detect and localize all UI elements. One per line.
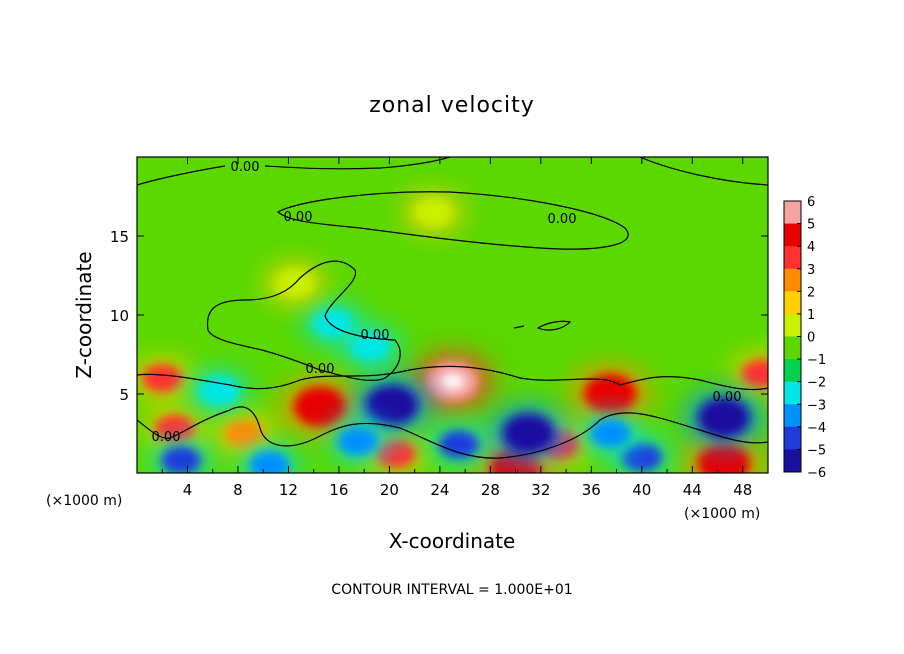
y-tick-label: 10 [110, 307, 129, 325]
contour-line-upper [276, 191, 629, 250]
x-unit-right: (×1000 m) [684, 506, 760, 522]
colorbar-label: −5 [807, 443, 826, 458]
y-tick-label: 15 [110, 228, 129, 246]
contour-label: 0.00 [231, 160, 260, 175]
blob-core [249, 451, 290, 473]
colorbar-segment [784, 426, 801, 450]
colorbar-label: −4 [807, 421, 826, 436]
contour-lines [137, 157, 768, 459]
x-tick-label: 48 [733, 481, 752, 499]
colorbar-segment [784, 246, 801, 270]
colorbar-segment [784, 359, 801, 383]
x-tick-label: 24 [430, 481, 449, 499]
contour-interval-footer: CONTOUR INTERVAL = 1.000E+01 [331, 582, 572, 598]
x-tick-label: 32 [531, 481, 550, 499]
x-unit-left: (×1000 m) [46, 493, 122, 509]
blob-core [502, 413, 555, 454]
x-tick-label: 16 [329, 481, 348, 499]
colorbar-label: −1 [807, 353, 826, 368]
colorbar-label: 5 [807, 218, 815, 233]
blob-core [337, 427, 378, 456]
blob-core [161, 446, 202, 473]
blob-core [350, 332, 391, 361]
blob-core [584, 374, 637, 414]
colorbar-segment [784, 381, 801, 405]
blob-peak [440, 373, 465, 390]
blob-core [365, 385, 418, 426]
colorbar-segment [784, 404, 801, 428]
colorbar-segment [784, 291, 801, 315]
colorbar-label: 1 [807, 308, 815, 323]
y-tick-label: 5 [119, 386, 129, 404]
blob-core [142, 364, 183, 393]
x-tick-label: 4 [183, 481, 193, 499]
colorbar-label: −6 [807, 466, 826, 481]
contour-label: 0.00 [548, 212, 577, 227]
heatmap-field: 0.00 0.00 0.00 0.00 0.00 0.00 0.00 [137, 157, 768, 473]
colorbar-segment [784, 449, 801, 473]
blob-core [312, 308, 353, 337]
contour-labels: 0.00 0.00 0.00 0.00 0.00 0.00 0.00 [152, 160, 742, 445]
contour-label: 0.00 [152, 430, 181, 445]
blob-core [697, 443, 750, 473]
contour-line-lower [137, 365, 768, 391]
blob-core [413, 198, 454, 227]
colorbar-label: 3 [807, 263, 815, 278]
blob-core [224, 419, 265, 448]
blob-core [621, 443, 662, 472]
colorbar: 6 5 4 3 2 1 0 −1 −2 −3 −4 −5 −6 [783, 195, 826, 481]
x-tick-label: 20 [380, 481, 399, 499]
y-axis-label: Z-coordinate [72, 251, 96, 378]
contour-line-bottom [137, 406, 768, 459]
x-tick-label: 44 [683, 481, 702, 499]
contour-label: 0.00 [284, 210, 313, 225]
blob-core [293, 386, 346, 427]
x-axis-label: X-coordinate [389, 529, 516, 553]
colorbar-label: −3 [807, 398, 826, 413]
colorbar-label: −2 [807, 376, 826, 391]
contour-label: 0.00 [361, 328, 390, 343]
contour-line-small [513, 320, 572, 331]
contour-label: 0.00 [713, 390, 742, 405]
colorbar-segment [784, 201, 801, 225]
x-tick-label: 28 [481, 481, 500, 499]
x-tick-label: 8 [233, 481, 243, 499]
colorbar-label: 2 [807, 285, 815, 300]
colorbar-segment [784, 313, 801, 337]
blob-core [741, 359, 768, 388]
contour-label: 0.00 [306, 362, 335, 377]
colorbar-label: 6 [807, 195, 815, 210]
x-tick-label: 40 [632, 481, 651, 499]
x-tick-label: 12 [279, 481, 298, 499]
contour-line-top [137, 157, 768, 186]
x-tick-label: 36 [582, 481, 601, 499]
blob-core [697, 397, 750, 438]
chart-title: zonal velocity [369, 93, 535, 118]
colorbar-segment [784, 223, 801, 247]
blob-core [438, 430, 479, 459]
colorbar-label: 4 [807, 240, 815, 255]
contour-line-tongue [206, 260, 401, 381]
blob-core [199, 376, 240, 405]
y-axis-ticks: 5 10 15 [110, 228, 768, 404]
colorbar-label: 0 [807, 331, 815, 346]
x-axis-ticks: 4 8 12 16 20 24 28 32 36 40 44 48 [161, 157, 752, 499]
colorbar-segment [784, 268, 801, 292]
colorbar-segment [784, 336, 801, 360]
blob-core [590, 419, 631, 448]
blob-core [154, 414, 195, 443]
